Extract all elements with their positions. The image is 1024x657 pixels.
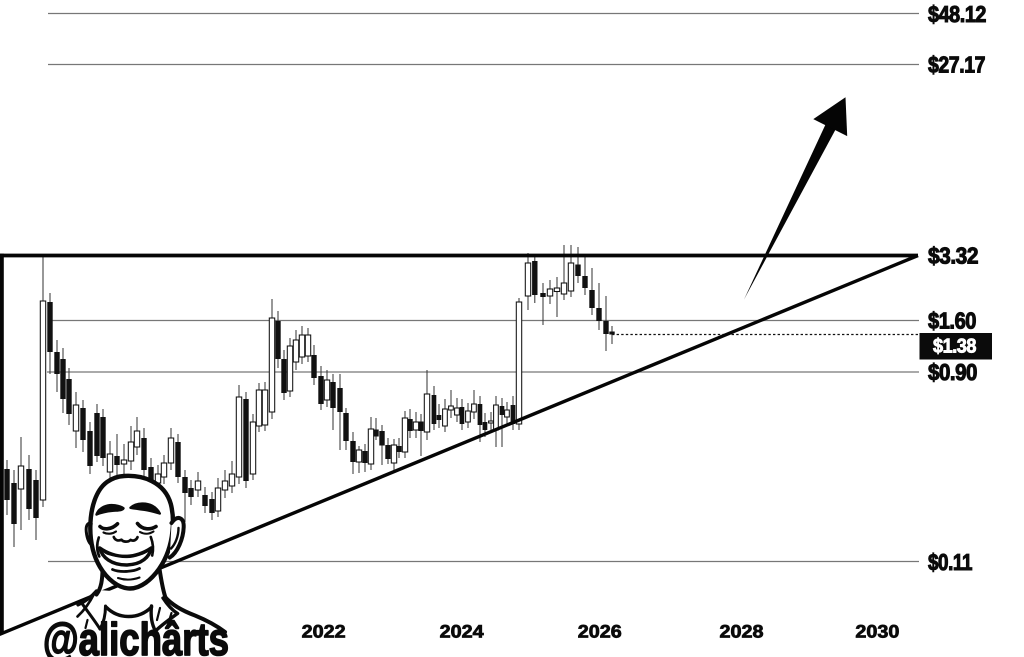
- svg-text:$0.90: $0.90: [928, 359, 977, 385]
- svg-text:2026: 2026: [578, 622, 622, 642]
- svg-text:2024: 2024: [440, 622, 484, 642]
- svg-text:2028: 2028: [720, 622, 764, 642]
- svg-text:$1.60: $1.60: [928, 308, 976, 334]
- svg-text:$1.38: $1.38: [933, 336, 976, 358]
- svg-text:$27.17: $27.17: [928, 52, 985, 78]
- svg-text:2030: 2030: [855, 622, 899, 642]
- svg-text:2022: 2022: [302, 622, 346, 642]
- svg-text:$3.32: $3.32: [928, 243, 978, 269]
- svg-text:$0.11: $0.11: [928, 549, 973, 575]
- svg-text:@alichârts: @alichârts: [43, 613, 229, 657]
- svg-text:$48.12: $48.12: [928, 1, 986, 27]
